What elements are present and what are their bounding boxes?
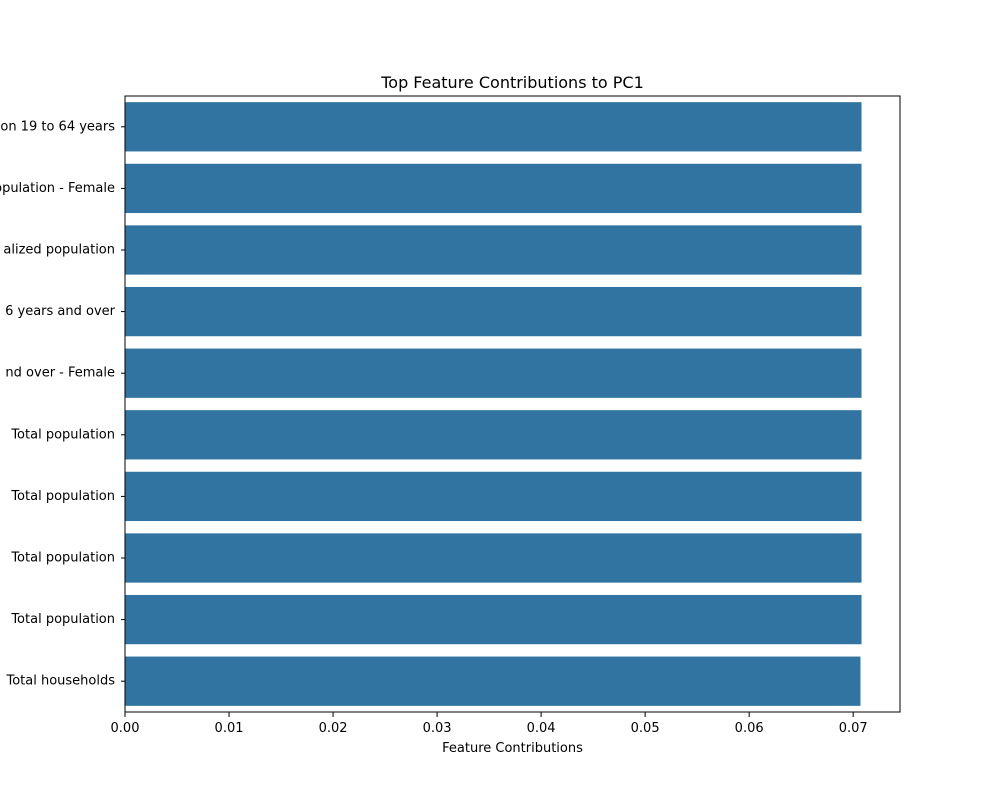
bar (125, 102, 862, 152)
y-tick-label: alized population (3, 243, 115, 258)
bar (125, 163, 862, 214)
y-tick-label: Total population (10, 489, 115, 504)
x-tick-label: 0.05 (631, 721, 660, 736)
x-tick-label: 0.01 (215, 721, 244, 736)
chart-title: Top Feature Contributions to PC1 (380, 73, 644, 92)
bar (125, 410, 862, 460)
x-tick-label: 0.00 (111, 721, 140, 736)
x-tick-label: 0.07 (839, 721, 868, 736)
bar (125, 348, 862, 398)
x-tick-label: 0.04 (527, 721, 556, 736)
y-tick-label: Total population (10, 427, 115, 442)
y-tick-label: Total population (10, 551, 115, 566)
y-tick-labels: on 19 to 64 years opulation - Female alize… (0, 119, 125, 689)
bar (125, 471, 862, 522)
x-tick-label: 0.03 (423, 721, 452, 736)
bars-group (125, 102, 862, 706)
bar (125, 225, 862, 275)
bar (125, 594, 862, 645)
y-tick-label: Total households (5, 674, 115, 689)
bar (125, 286, 862, 337)
bar (125, 656, 861, 706)
plot-frame (124, 95, 901, 713)
y-tick-label: nd over - Female (5, 366, 115, 381)
y-tick-label: Total population (10, 612, 115, 627)
x-tick-label: 0.06 (735, 721, 764, 736)
bar (125, 533, 862, 583)
x-ticks: 0.00 0.01 0.02 0.03 0.04 0.05 0.06 0.07 (111, 712, 868, 736)
y-tick-label: 6 years and over (5, 304, 116, 319)
y-tick-label: on 19 to 64 years (0, 119, 115, 134)
x-tick-label: 0.02 (319, 721, 348, 736)
y-tick-label: opulation - Female (0, 181, 115, 196)
x-axis-label: Feature Contributions (442, 741, 583, 756)
